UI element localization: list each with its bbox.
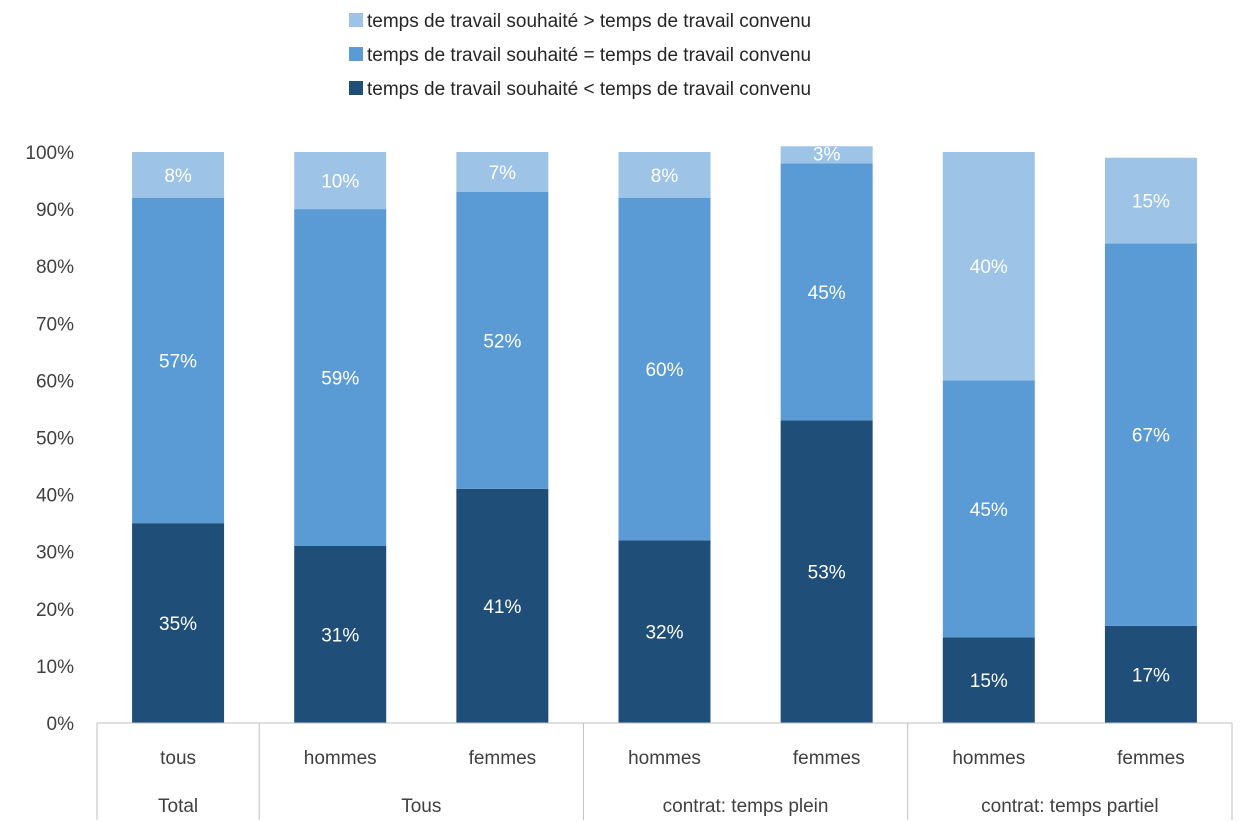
bars: 35% 57% 8% 31% 59% 10% 41% 52% 7% 32% 60% 8% 53% 45% 3… (132, 144, 1197, 723)
y-tick-label: 70% (36, 314, 74, 335)
legend-swatch (349, 13, 363, 27)
bar-segment (132, 523, 225, 723)
x-axis: tous hommes femmes hommes femmes hommes femmes… (96, 722, 1233, 820)
bar-segment (294, 209, 387, 546)
bar-segment (132, 152, 225, 198)
bar-segment (780, 163, 873, 421)
data-label: 3% (813, 144, 841, 165)
data-label: 59% (321, 369, 359, 390)
bar-segment (1104, 243, 1197, 626)
data-label: 52% (483, 331, 521, 352)
y-tick-label: 20% (36, 600, 74, 621)
x-tick-label: femmes (793, 748, 861, 769)
y-tick-label: 90% (36, 200, 74, 221)
bar-segment (780, 420, 873, 723)
y-tick-label: 60% (36, 371, 74, 392)
data-label: 8% (651, 166, 679, 187)
x-tick-label: hommes (304, 748, 377, 769)
legend-swatch (349, 47, 363, 61)
y-tick-label: 80% (36, 257, 74, 278)
bar-segment (456, 191, 549, 489)
bar-segment (942, 637, 1035, 723)
y-tick-label: 50% (36, 429, 74, 450)
data-label: 45% (970, 500, 1008, 521)
x-tick-label: tous (160, 748, 196, 769)
x-group-label: contrat: temps partiel (981, 796, 1158, 817)
y-tick-label: 10% (36, 657, 74, 678)
bar-segment (456, 152, 549, 192)
x-tick-label: femmes (469, 748, 537, 769)
bar-segment (294, 545, 387, 723)
x-tick-label: hommes (628, 748, 701, 769)
data-label: 57% (159, 351, 197, 372)
y-tick-label: 40% (36, 486, 74, 507)
data-label: 8% (164, 166, 192, 187)
bar-segment (294, 152, 387, 210)
data-label: 32% (645, 623, 683, 644)
bar-segment (1104, 625, 1197, 723)
bar-segment (780, 146, 873, 164)
legend-swatch (349, 81, 363, 95)
bar-segment (618, 152, 711, 198)
data-label: 15% (1132, 192, 1170, 213)
bar-segment (1104, 157, 1197, 244)
bar-segment (618, 540, 711, 723)
legend-label: temps de travail souhaité < temps de tra… (367, 79, 811, 100)
bar-segment (456, 488, 549, 723)
data-label: 31% (321, 625, 359, 646)
data-label: 60% (645, 360, 683, 381)
data-label: 53% (808, 563, 846, 584)
data-label: 40% (970, 257, 1008, 278)
y-tick-label: 0% (47, 714, 75, 735)
bar-segment (942, 152, 1035, 381)
x-tick-label: hommes (952, 748, 1025, 769)
x-group-label: Total (158, 796, 198, 817)
x-group-label: contrat: temps plein (663, 796, 829, 817)
legend-label: temps de travail souhaité > temps de tra… (367, 11, 811, 32)
data-label: 41% (483, 597, 521, 618)
bar-segment (942, 380, 1035, 638)
bar-segment (132, 197, 225, 524)
data-label: 15% (970, 671, 1008, 692)
data-label: 45% (808, 283, 846, 304)
y-tick-label: 30% (36, 543, 74, 564)
y-axis: 0% 10% 20% 30% 40% 50% 60% 70% 80% 90% 100% (25, 143, 74, 735)
data-label: 10% (321, 172, 359, 193)
legend: temps de travail souhaité > temps de tra… (349, 11, 811, 100)
data-label: 67% (1132, 426, 1170, 447)
data-label: 7% (489, 163, 517, 184)
bar-segment (618, 197, 711, 541)
x-group-label: Tous (401, 796, 441, 817)
legend-label: temps de travail souhaité = temps de tra… (367, 45, 811, 66)
data-label: 17% (1132, 665, 1170, 686)
data-label: 35% (159, 614, 197, 635)
y-tick-label: 100% (25, 143, 74, 164)
x-tick-label: femmes (1117, 748, 1185, 769)
